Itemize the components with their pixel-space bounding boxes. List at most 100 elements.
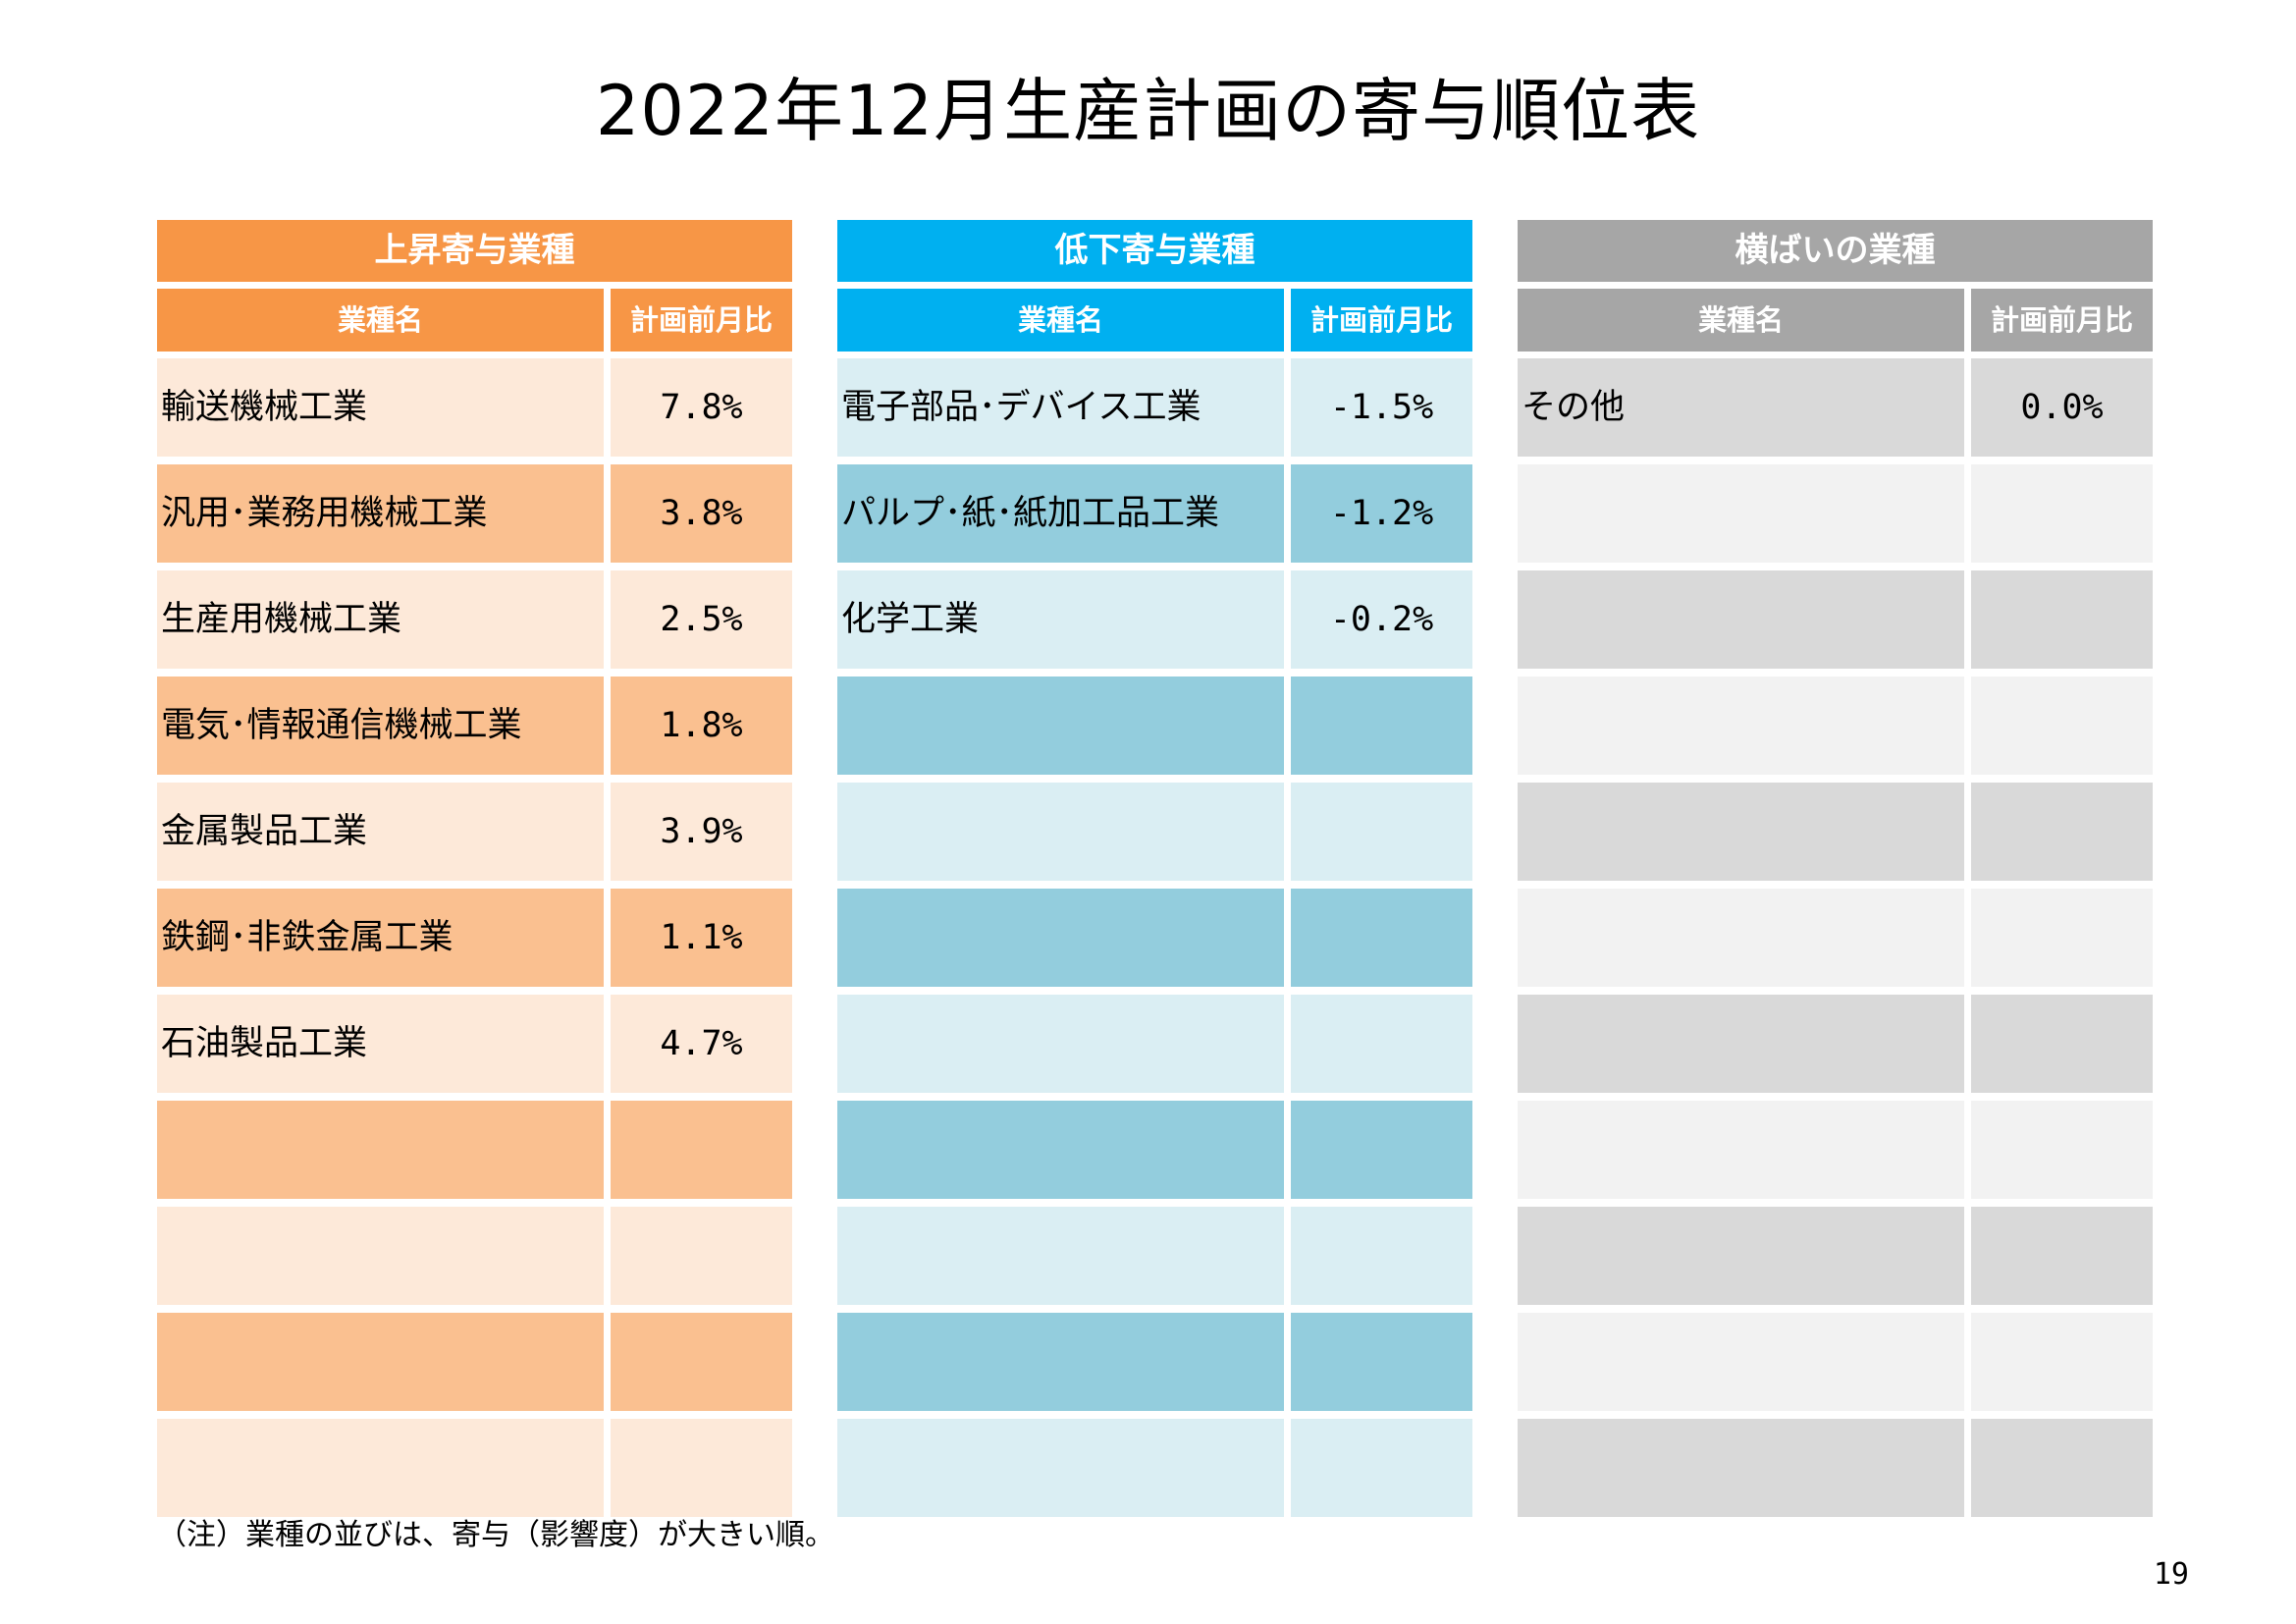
table-row	[837, 995, 1472, 1093]
table-row	[837, 889, 1472, 987]
industry-name-cell	[837, 889, 1284, 987]
rising-group-header: 上昇寄与業種	[157, 220, 792, 282]
industry-name-cell	[1518, 677, 1964, 775]
industry-name-cell: 電子部品･デバイス工業	[837, 358, 1284, 457]
industry-name-cell	[837, 1101, 1284, 1199]
table-row	[1518, 783, 2153, 881]
industry-name-cell	[837, 995, 1284, 1093]
month-over-month-cell: 3.8%	[611, 464, 792, 563]
table-row: 輸送機械工業 7.8%	[157, 358, 792, 457]
rising-column-headers: 業種名 計画前月比	[157, 289, 792, 352]
industry-name-cell	[1518, 1101, 1964, 1199]
month-over-month-cell	[1971, 1419, 2153, 1517]
flat-table: 横ばいの業種 業種名 計画前月比 その他 0.0%	[1518, 220, 2153, 1525]
table-row: 化学工業 -0.2%	[837, 570, 1472, 669]
industry-name-cell: 電気･情報通信機械工業	[157, 677, 604, 775]
month-over-month-cell: 7.8%	[611, 358, 792, 457]
month-over-month-cell	[1971, 889, 2153, 987]
falling-name-header: 業種名	[837, 289, 1284, 352]
flat-group-header: 横ばいの業種	[1518, 220, 2153, 282]
table-row: その他 0.0%	[1518, 358, 2153, 457]
industry-name-cell: 化学工業	[837, 570, 1284, 669]
industry-name-cell	[1518, 1313, 1964, 1411]
industry-name-cell	[837, 783, 1284, 881]
industry-name-cell	[837, 1207, 1284, 1305]
table-row	[157, 1419, 792, 1517]
table-row	[837, 783, 1472, 881]
table-row: 電子部品･デバイス工業 -1.5%	[837, 358, 1472, 457]
month-over-month-cell: 2.5%	[611, 570, 792, 669]
industry-name-cell: その他	[1518, 358, 1964, 457]
industry-name-cell: 生産用機械工業	[157, 570, 604, 669]
month-over-month-cell	[1971, 464, 2153, 563]
table-row	[837, 1101, 1472, 1199]
month-over-month-cell	[1291, 783, 1472, 881]
month-over-month-cell	[1971, 570, 2153, 669]
month-over-month-cell: -0.2%	[1291, 570, 1472, 669]
table-row: 汎用･業務用機械工業 3.8%	[157, 464, 792, 563]
table-row	[157, 1313, 792, 1411]
month-over-month-cell	[1291, 1207, 1472, 1305]
footnote: （注）業種の並びは、寄与（影響度）が大きい順。	[157, 1518, 834, 1552]
industry-name-cell: 石油製品工業	[157, 995, 604, 1093]
falling-group-header: 低下寄与業種	[837, 220, 1472, 282]
month-over-month-cell: 1.8%	[611, 677, 792, 775]
month-over-month-cell	[1971, 677, 2153, 775]
industry-name-cell	[1518, 464, 1964, 563]
flat-rows: その他 0.0%	[1518, 358, 2153, 1517]
industry-name-cell	[157, 1313, 604, 1411]
month-over-month-cell	[1291, 1419, 1472, 1517]
month-over-month-cell	[1291, 677, 1472, 775]
month-over-month-cell	[611, 1313, 792, 1411]
industry-name-cell: 金属製品工業	[157, 783, 604, 881]
month-over-month-cell	[1971, 1207, 2153, 1305]
industry-name-cell	[157, 1419, 604, 1517]
month-over-month-cell	[1291, 1313, 1472, 1411]
month-over-month-cell	[1291, 1101, 1472, 1199]
table-row: 生産用機械工業 2.5%	[157, 570, 792, 669]
industry-name-cell	[1518, 1207, 1964, 1305]
industry-name-cell	[837, 1419, 1284, 1517]
table-row: 金属製品工業 3.9%	[157, 783, 792, 881]
table-row: 石油製品工業 4.7%	[157, 995, 792, 1093]
month-over-month-cell: 1.1%	[611, 889, 792, 987]
industry-name-cell	[1518, 995, 1964, 1093]
table-row	[837, 677, 1472, 775]
industry-name-cell: パルプ･紙･紙加工品工業	[837, 464, 1284, 563]
month-over-month-cell	[1291, 995, 1472, 1093]
industry-name-cell: 汎用･業務用機械工業	[157, 464, 604, 563]
month-over-month-cell: -1.2%	[1291, 464, 1472, 563]
table-row	[1518, 995, 2153, 1093]
table-row	[1518, 1207, 2153, 1305]
industry-name-cell	[837, 1313, 1284, 1411]
table-row: パルプ･紙･紙加工品工業 -1.2%	[837, 464, 1472, 563]
industry-name-cell	[837, 677, 1284, 775]
falling-value-header: 計画前月比	[1291, 289, 1472, 352]
table-row	[1518, 464, 2153, 563]
rising-name-header: 業種名	[157, 289, 604, 352]
table-row	[1518, 889, 2153, 987]
rising-rows: 輸送機械工業 7.8% 汎用･業務用機械工業 3.8% 生産用機械工業 2.5% 電気･情報…	[157, 358, 792, 1517]
table-row: 電気･情報通信機械工業 1.8%	[157, 677, 792, 775]
month-over-month-cell	[1971, 783, 2153, 881]
falling-contribution-table: 低下寄与業種 業種名 計画前月比 電子部品･デバイス工業 -1.5% パルプ･紙･紙…	[837, 220, 1472, 1525]
table-row	[1518, 1419, 2153, 1517]
table-row	[157, 1207, 792, 1305]
table-row	[1518, 570, 2153, 669]
industry-name-cell	[1518, 570, 1964, 669]
month-over-month-cell: 3.9%	[611, 783, 792, 881]
industry-name-cell: 鉄鋼･非鉄金属工業	[157, 889, 604, 987]
table-row	[1518, 1101, 2153, 1199]
falling-column-headers: 業種名 計画前月比	[837, 289, 1472, 352]
falling-rows: 電子部品･デバイス工業 -1.5% パルプ･紙･紙加工品工業 -1.2% 化学工業 -0.…	[837, 358, 1472, 1517]
industry-name-cell	[1518, 783, 1964, 881]
month-over-month-cell	[611, 1207, 792, 1305]
month-over-month-cell	[1971, 1313, 2153, 1411]
table-row: 鉄鋼･非鉄金属工業 1.1%	[157, 889, 792, 987]
month-over-month-cell	[1291, 889, 1472, 987]
rising-value-header: 計画前月比	[611, 289, 792, 352]
table-row	[837, 1207, 1472, 1305]
table-row	[157, 1101, 792, 1199]
industry-name-cell	[157, 1207, 604, 1305]
table-row	[837, 1419, 1472, 1517]
